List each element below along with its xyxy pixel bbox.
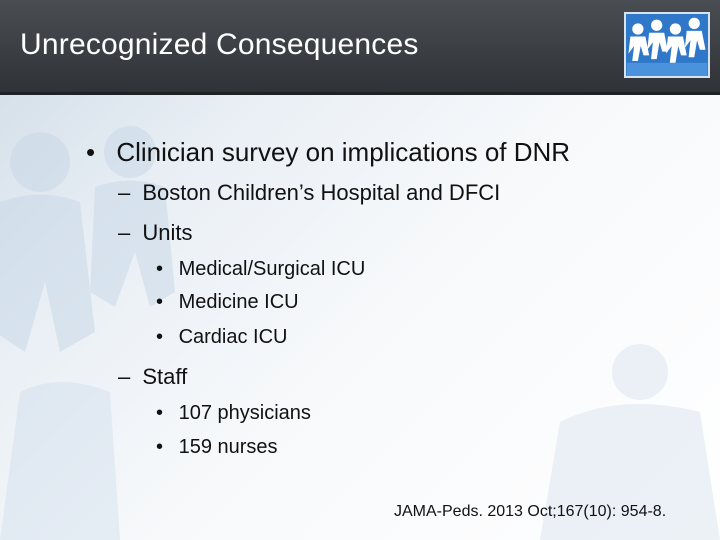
dash-marker: – <box>118 364 131 389</box>
unit-item-text: Cardiac ICU <box>178 326 288 348</box>
dash-marker: – <box>118 180 131 205</box>
sub-bullet-units: – Units <box>118 220 193 246</box>
citation: JAMA-Peds. 2013 Oct;167(10): 954-8. <box>394 503 667 520</box>
sub-bullet-staff: – Staff <box>118 364 187 390</box>
dash-marker: – <box>118 220 131 245</box>
background-people-chain-image <box>0 126 720 540</box>
sub-bullet-site: – Boston Children’s Hospital and DFCI <box>118 180 500 206</box>
unit-item: • Cardiac ICU <box>156 326 288 349</box>
sub-bullet-staff-text: Staff <box>142 364 188 389</box>
bullet-marker: • <box>156 291 164 313</box>
bullet-marker: • <box>156 436 164 458</box>
title-bar: Unrecognized Consequences <box>0 0 720 95</box>
bullet-marker: • <box>156 326 164 348</box>
people-chain-icon <box>624 12 710 78</box>
staff-item: • 159 nurses <box>156 436 278 459</box>
sub-bullet-site-text: Boston Children’s Hospital and DFCI <box>142 180 501 205</box>
unit-item-text: Medical/Surgical ICU <box>178 258 366 280</box>
unit-item: • Medical/Surgical ICU <box>156 258 365 281</box>
bullet-marker: • <box>86 137 96 167</box>
bullet-marker: • <box>156 258 164 280</box>
staff-item-text: 107 physicians <box>178 402 311 424</box>
bullet-main: • Clinician survey on implications of DN… <box>86 137 570 168</box>
bullet-marker: • <box>156 402 164 424</box>
slide-title: Unrecognized Consequences <box>20 28 419 61</box>
sub-bullet-units-text: Units <box>142 220 193 245</box>
unit-item: • Medicine ICU <box>156 291 299 314</box>
staff-item: • 107 physicians <box>156 402 311 425</box>
staff-item-text: 159 nurses <box>178 436 278 458</box>
unit-item-text: Medicine ICU <box>178 291 299 313</box>
bullet-main-text: Clinician survey on implications of DNR <box>116 137 571 167</box>
